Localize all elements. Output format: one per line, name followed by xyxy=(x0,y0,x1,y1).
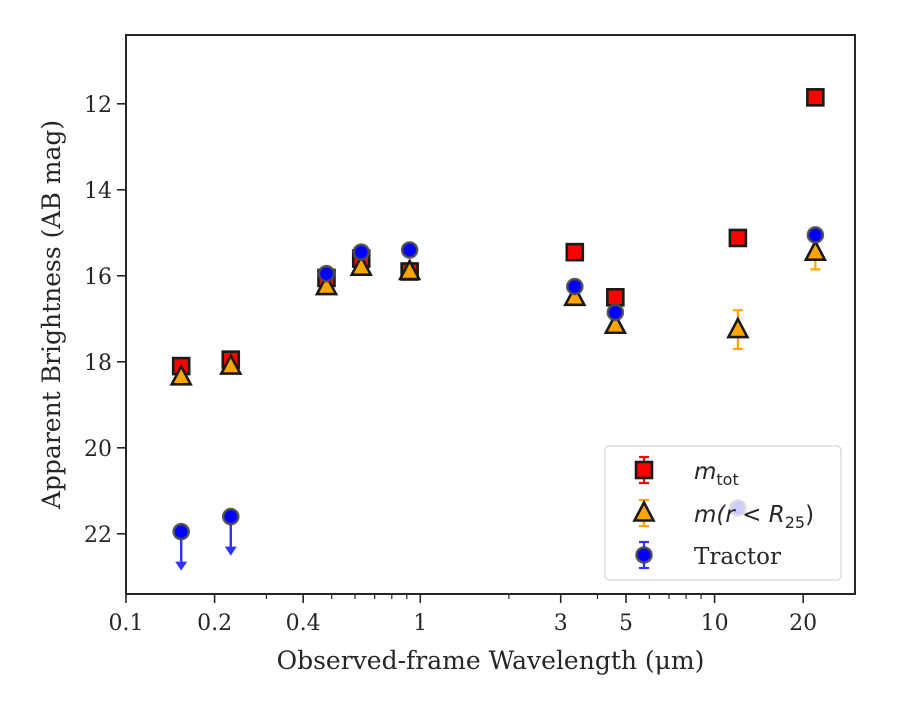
legend-label-maperture: m(r < R25) xyxy=(694,502,814,532)
legend-label-subscript: 25 xyxy=(785,513,805,532)
x-tick-label: 3 xyxy=(554,611,568,636)
data-point xyxy=(219,352,243,375)
legend-label-main: m xyxy=(694,459,716,485)
data-point xyxy=(803,238,828,261)
legend-marker-maperture xyxy=(632,499,656,522)
legend-label-main: m(r < R xyxy=(694,502,785,528)
y-tick-label: 20 xyxy=(84,437,112,462)
legend-label-subscript: tot xyxy=(716,470,738,489)
upper-limit-arrowhead xyxy=(175,561,188,571)
data-point xyxy=(563,284,587,307)
data-point xyxy=(728,228,748,248)
data-point xyxy=(172,522,190,541)
x-tick-label: 0.2 xyxy=(197,611,232,636)
series-maperture xyxy=(169,233,828,386)
y-tick-label: 18 xyxy=(84,351,112,376)
data-point xyxy=(726,316,750,339)
x-tick-label: 1 xyxy=(413,611,427,636)
legend-label-suffix: ) xyxy=(805,502,814,528)
legend-marker-tractor xyxy=(635,546,653,564)
data-point xyxy=(397,258,422,281)
data-point xyxy=(565,242,585,262)
y-tick-label: 22 xyxy=(84,523,112,548)
data-point xyxy=(400,241,419,259)
y-tick-label: 12 xyxy=(84,93,112,118)
data-point xyxy=(349,253,373,277)
data-point xyxy=(606,287,625,307)
y-tick-label: 14 xyxy=(84,179,112,204)
legend: mtot m(r < R25) Tractor xyxy=(604,445,842,581)
data-point xyxy=(806,226,825,244)
x-tick-label: 0.4 xyxy=(286,611,321,636)
data-point xyxy=(566,277,584,296)
legend-marker-mtot xyxy=(634,460,654,480)
data-point xyxy=(314,273,339,296)
data-point xyxy=(603,311,627,335)
x-tick-label: 0.1 xyxy=(109,611,144,636)
x-tick-label: 5 xyxy=(619,611,633,636)
y-tick-label: 16 xyxy=(84,265,112,290)
upper-limit-arrowhead xyxy=(224,546,237,556)
data-point xyxy=(169,363,193,386)
legend-label-tractor: Tractor xyxy=(694,544,781,570)
x-tick-label: 10 xyxy=(701,611,729,636)
data-point xyxy=(317,264,336,283)
plot-frame xyxy=(125,34,856,595)
x-axis-label: Observed-frame Wavelength (μm) xyxy=(277,646,705,675)
series-mtot xyxy=(171,88,825,376)
data-point xyxy=(352,243,371,261)
data-point xyxy=(221,507,240,526)
legend-frame xyxy=(604,445,842,581)
data-point xyxy=(606,303,625,322)
data-point xyxy=(806,88,825,107)
x-tick-label: 20 xyxy=(789,611,817,636)
axis-ticks: 0.1 0.2 0.4 1 3 5 10 20 12 14 16 18 20 22 xyxy=(84,93,817,636)
legend-label-mtot: mtot xyxy=(694,459,739,489)
y-axis-label: Apparent Brightness (AB mag) xyxy=(37,120,66,510)
